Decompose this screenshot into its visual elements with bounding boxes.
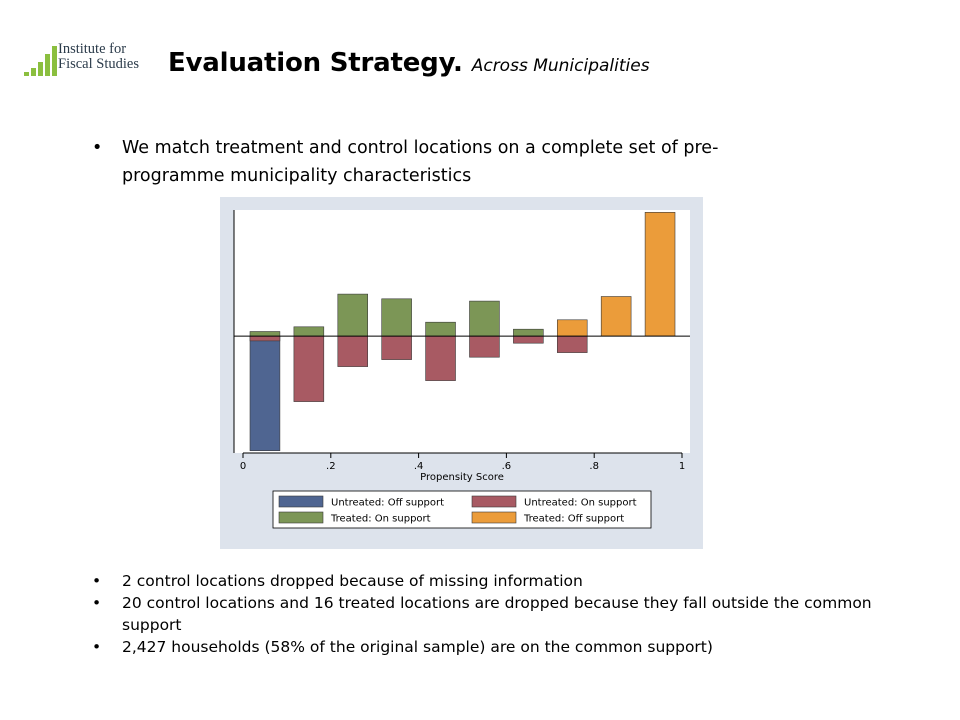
bar-treated-on-support	[425, 321, 456, 337]
bar-untreated-on-support	[469, 335, 500, 358]
propensity-score-chart: 0 .2 .4 .6 .8 1 Propensity Score Untreated: O…	[220, 197, 703, 549]
x-tick-label: .6	[502, 461, 512, 472]
logo-text-line2: Fiscal Studies	[58, 56, 139, 72]
bullet-item: 2 control locations dropped because of m…	[84, 570, 884, 592]
legend-entries: Untreated: Off support Untreated: On supp…	[278, 495, 637, 525]
x-tick-label: 1	[679, 461, 685, 472]
legend: Untreated: Off support Untreated: On supp…	[272, 490, 652, 529]
bar-treated-on-support	[337, 293, 369, 337]
legend-swatch-untreated-off-support	[278, 495, 324, 508]
slide-title: Evaluation Strategy. Across Municipaliti…	[168, 48, 650, 78]
legend-swatch-treated-on-support	[278, 511, 324, 524]
legend-swatch-untreated-on-support	[471, 495, 517, 508]
bar-untreated-on-support	[381, 335, 412, 360]
x-axis-title: Propensity Score	[420, 472, 504, 483]
bar-untreated-on-support	[513, 335, 544, 344]
top-bullet-list: We match treatment and control locations…	[84, 134, 814, 190]
legend-label-untreated-on-support: Untreated: On support	[524, 498, 637, 509]
bar-untreated-on-support	[556, 335, 588, 353]
logo-text-line1: Institute for	[58, 41, 127, 57]
legend-label-treated-off-support: Treated: Off support	[523, 514, 624, 525]
bar-treated-off-support	[600, 296, 632, 337]
bullet-item: We match treatment and control locations…	[84, 134, 814, 190]
bar-treated-off-support	[644, 212, 676, 337]
logo-text: Institute for Fiscal Studies	[58, 42, 139, 72]
ifs-logo: Institute for Fiscal Studies	[24, 42, 152, 82]
bar-treated-on-support	[513, 328, 544, 337]
bar-treated-on-support	[381, 298, 412, 337]
logo-bars-icon	[24, 42, 60, 76]
bar-treated-off-support	[556, 319, 588, 337]
bar-untreated-on-support	[425, 335, 456, 381]
slide-title-main: Evaluation Strategy.	[168, 48, 463, 78]
bars-layer	[249, 212, 676, 451]
ticks-layer: 0 .2 .4 .6 .8 1	[240, 453, 685, 472]
x-tick-label: .4	[414, 461, 424, 472]
x-tick-label: .2	[326, 461, 336, 472]
bullet-item: 20 control locations and 16 treated loca…	[84, 592, 884, 636]
x-tick-label: 0	[240, 461, 246, 472]
legend-label-untreated-off-support: Untreated: Off support	[331, 498, 444, 509]
bottom-bullet-list: 2 control locations dropped because of m…	[84, 570, 884, 658]
legend-swatch-treated-off-support	[471, 511, 517, 524]
bar-untreated-on-support	[337, 335, 369, 367]
bar-untreated-on-support	[293, 335, 325, 402]
x-tick-label: .8	[589, 461, 599, 472]
bar-untreated-off-support	[249, 335, 281, 451]
legend-box	[272, 490, 652, 529]
legend-label-treated-on-support: Treated: On support	[330, 514, 431, 525]
bar-treated-on-support	[249, 331, 281, 337]
bar-treated-on-support	[469, 300, 500, 337]
bar-untreated-on-support	[249, 335, 281, 342]
bullet-item: 2,427 households (58% of the original sa…	[84, 636, 884, 658]
slide-title-sub: Across Municipalities	[471, 56, 650, 76]
bar-treated-on-support	[293, 326, 325, 337]
chart-svg: 0 .2 .4 .6 .8 1 Propensity Score Untreated: O…	[233, 210, 690, 529]
